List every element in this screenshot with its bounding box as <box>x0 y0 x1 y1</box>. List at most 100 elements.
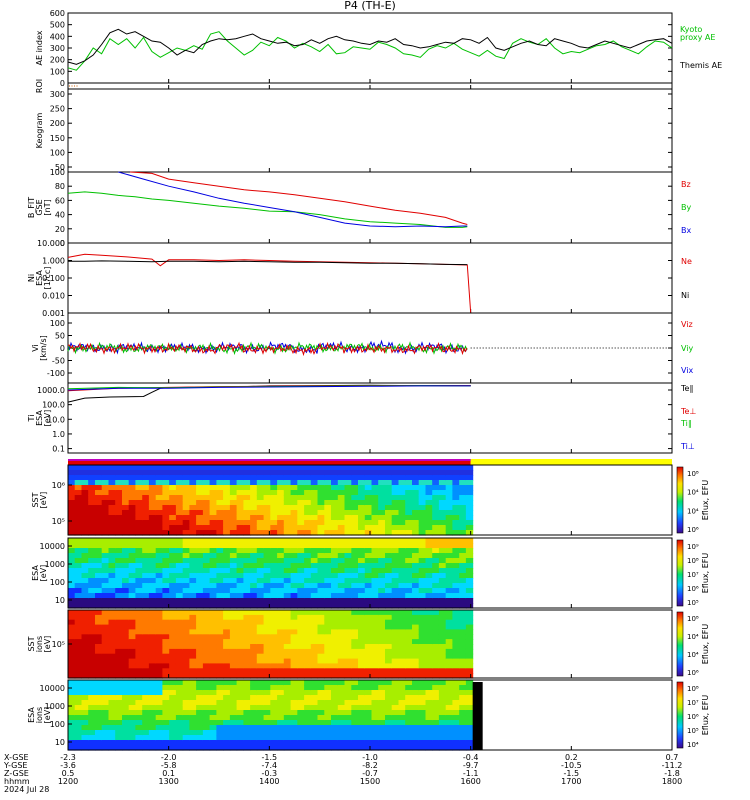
spectrogram-cell <box>135 603 143 609</box>
spectrogram-cell <box>202 634 211 640</box>
spectrogram-cell <box>317 720 325 726</box>
colorbar-tick-label: 10⁷ <box>687 571 699 579</box>
spectrogram-cell <box>128 538 136 544</box>
footer-coord: -10.5 <box>561 761 582 770</box>
spectrogram-cell <box>331 543 339 549</box>
spectrogram-cell <box>364 730 373 736</box>
spectrogram-cell <box>445 680 453 686</box>
spectrogram-cell <box>135 558 143 564</box>
spectrogram-cell <box>216 610 224 616</box>
spectrogram-cell <box>283 538 292 544</box>
spectrogram-cell <box>88 705 96 711</box>
footer-coord: -1.5 <box>564 769 580 778</box>
spectrogram-cell <box>88 695 96 701</box>
spectrogram-cell <box>445 610 453 616</box>
spectrogram-cell <box>432 663 440 669</box>
spectrogram-cell <box>243 505 251 511</box>
spectrogram-cell <box>344 603 352 609</box>
spectrogram-cell <box>344 653 352 660</box>
spectrogram-cell <box>385 720 393 726</box>
spectrogram-cell <box>324 490 332 496</box>
spectrogram-cell <box>263 658 271 665</box>
spectrogram-cell <box>68 470 76 476</box>
spectrogram-cell <box>175 610 184 616</box>
spectrogram-cell <box>459 475 467 481</box>
spectrogram-cell <box>412 668 420 674</box>
spectrogram-cell <box>277 568 285 574</box>
spectrogram-cell <box>74 720 82 726</box>
spectrogram-cell <box>425 710 433 716</box>
y-tick-label: 40 <box>55 211 65 220</box>
spectrogram-cell <box>445 705 453 711</box>
spectrogram-cell <box>270 588 278 594</box>
spectrogram-cell <box>196 730 204 736</box>
spectrogram-cell <box>250 690 258 696</box>
spectrogram-cell <box>122 583 130 589</box>
spectrogram-cell <box>277 695 285 701</box>
spectrogram-cell <box>412 470 420 476</box>
spectrogram-cell <box>148 515 157 521</box>
spectrogram-cell <box>196 568 204 574</box>
spectrogram-cell <box>128 558 136 564</box>
spectrogram-cell <box>432 745 440 751</box>
spectrogram-cell <box>263 525 271 531</box>
spectrogram-cell <box>378 485 386 491</box>
spectrogram-cell <box>162 705 170 711</box>
spectrogram-cell <box>175 583 184 589</box>
spectrogram-cell <box>351 634 359 640</box>
spectrogram-cell <box>297 465 305 471</box>
spectrogram-cell <box>398 705 406 711</box>
spectrogram-cell <box>324 505 332 511</box>
spectrogram-cell <box>452 634 460 640</box>
spectrogram-cell <box>351 583 359 589</box>
spectrogram-cell <box>398 563 406 569</box>
colorbar <box>676 466 684 534</box>
spectrogram-cell <box>229 465 238 471</box>
spectrogram-cell <box>108 505 116 511</box>
spectrogram-cell <box>202 598 211 604</box>
spectrogram-cell <box>115 663 123 669</box>
y-tick-label: 100.0 <box>42 401 65 410</box>
spectrogram-cell <box>277 680 285 686</box>
spectrogram-cell <box>236 530 244 536</box>
spectrogram-cell <box>202 475 211 481</box>
spectrogram-cell <box>398 548 406 554</box>
spectrogram-cell <box>148 619 157 626</box>
spectrogram-cell <box>425 525 433 531</box>
spectrogram-cell <box>310 515 319 521</box>
spectrogram-cell <box>391 695 399 701</box>
spectrogram-cell <box>452 470 460 476</box>
spectrogram-cell <box>196 629 204 635</box>
spectrogram-cell <box>68 648 76 655</box>
spectrogram-cell <box>196 558 204 564</box>
spectrogram-cell <box>398 475 406 481</box>
spectrogram-cell <box>337 680 346 686</box>
spectrogram-cell <box>351 619 359 626</box>
spectrogram-cell <box>182 705 190 711</box>
spectrogram-cell <box>115 710 123 716</box>
spectrogram-cell <box>68 673 76 679</box>
spectrogram-cell <box>189 730 197 736</box>
spectrogram-cell <box>128 515 136 521</box>
spectrogram-cell <box>202 583 211 589</box>
spectrogram-cell <box>405 715 413 721</box>
spectrogram-cell <box>378 610 386 616</box>
spectrogram-cell <box>223 603 231 609</box>
spectrogram-cell <box>189 558 197 564</box>
spectrogram-cell <box>256 578 265 584</box>
spectrogram-cell <box>358 495 366 501</box>
spectrogram-cell <box>263 588 271 594</box>
spectrogram-cell <box>243 578 251 584</box>
spectrogram-cell <box>304 593 312 599</box>
spectrogram-cell <box>452 690 460 696</box>
spectrogram-cell <box>283 725 292 731</box>
spectrogram-cell <box>95 578 103 584</box>
spectrogram-cell <box>331 495 339 501</box>
spectrogram-cell <box>337 500 346 506</box>
spectrogram-cell <box>418 629 426 635</box>
spectrogram-cell <box>142 634 150 640</box>
spectrogram-cell <box>418 475 426 481</box>
spectrogram-cell <box>182 690 190 696</box>
spectrogram-cell <box>74 520 82 526</box>
